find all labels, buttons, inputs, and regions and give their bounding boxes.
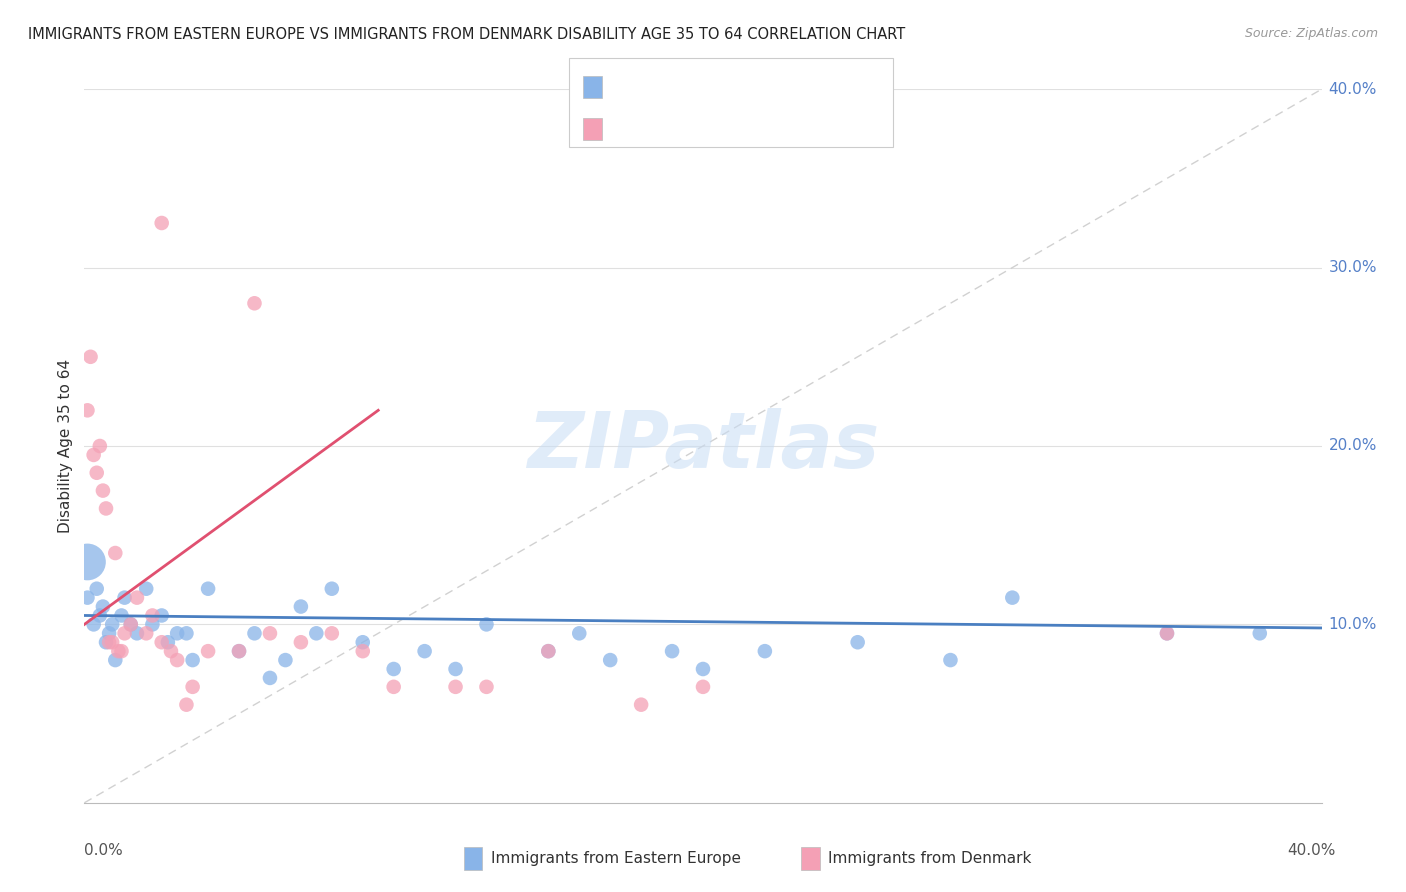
Point [166,626,188,640]
Point [352,635,374,649]
Point [98,626,121,640]
Point [661,644,683,658]
Point [76,555,98,569]
Point [413,644,436,658]
Point [94,635,117,649]
Point [692,662,714,676]
Point [120,617,142,632]
Text: Source: ZipAtlas.com: Source: ZipAtlas.com [1244,27,1378,40]
Text: IMMIGRANTS FROM EASTERN EUROPE VS IMMIGRANTS FROM DENMARK DISABILITY AGE 35 TO 6: IMMIGRANTS FROM EASTERN EUROPE VS IMMIGR… [28,27,905,42]
Point [444,662,467,676]
Point [104,546,127,560]
Point [537,644,560,658]
Point [101,617,124,632]
Y-axis label: Disability Age 35 to 64: Disability Age 35 to 64 [58,359,73,533]
Point [76,591,98,605]
Point [243,296,266,310]
Point [94,501,117,516]
Point [166,653,188,667]
Point [243,626,266,640]
Point [125,626,148,640]
Point [692,680,714,694]
Point [290,599,312,614]
Point [630,698,652,712]
Point [120,617,142,632]
Point [141,617,163,632]
Point [110,644,132,658]
Point [197,582,219,596]
Point [135,626,157,640]
Point [181,653,204,667]
Text: ZIPatlas: ZIPatlas [527,408,879,484]
Point [475,680,498,694]
Point [89,439,111,453]
Point [290,635,312,649]
Point [114,626,136,640]
Point [101,635,124,649]
Point [141,608,163,623]
Point [181,680,204,694]
Point [1249,626,1271,640]
Point [107,644,129,658]
Point [321,582,343,596]
Text: Immigrants from Denmark: Immigrants from Denmark [828,851,1032,866]
Point [91,599,114,614]
Text: Immigrants from Eastern Europe: Immigrants from Eastern Europe [491,851,741,866]
Point [382,662,405,676]
Point [125,591,148,605]
Point [599,653,621,667]
Text: R = -0.040   N = 44: R = -0.040 N = 44 [613,87,786,102]
Point [259,671,281,685]
Point [228,644,250,658]
Point [86,582,108,596]
Point [305,626,328,640]
Point [114,591,136,605]
Text: 40.0%: 40.0% [1329,82,1376,96]
Point [382,680,405,694]
Text: R =   0.214   N = 35: R = 0.214 N = 35 [613,128,796,144]
Point [89,608,111,623]
Point [110,608,132,623]
Point [176,698,198,712]
Point [160,644,183,658]
Point [83,617,105,632]
Point [754,644,776,658]
Point [846,635,869,649]
Point [1156,626,1178,640]
Text: 10.0%: 10.0% [1329,617,1376,632]
Point [135,582,157,596]
Point [104,653,127,667]
Point [150,608,173,623]
Point [568,626,591,640]
Point [156,635,179,649]
Point [259,626,281,640]
Point [537,644,560,658]
Point [444,680,467,694]
Point [274,653,297,667]
Point [86,466,108,480]
Text: 30.0%: 30.0% [1329,260,1376,275]
Point [228,644,250,658]
Text: 20.0%: 20.0% [1329,439,1376,453]
Point [150,635,173,649]
Point [150,216,173,230]
Point [76,403,98,417]
Text: 40.0%: 40.0% [1288,843,1336,858]
Point [197,644,219,658]
Point [475,617,498,632]
Point [352,644,374,658]
Point [83,448,105,462]
Point [1156,626,1178,640]
Point [1001,591,1024,605]
Point [98,635,121,649]
Text: 0.0%: 0.0% [84,843,124,858]
Point [939,653,962,667]
Point [91,483,114,498]
Point [321,626,343,640]
Point [176,626,198,640]
Point [79,350,101,364]
